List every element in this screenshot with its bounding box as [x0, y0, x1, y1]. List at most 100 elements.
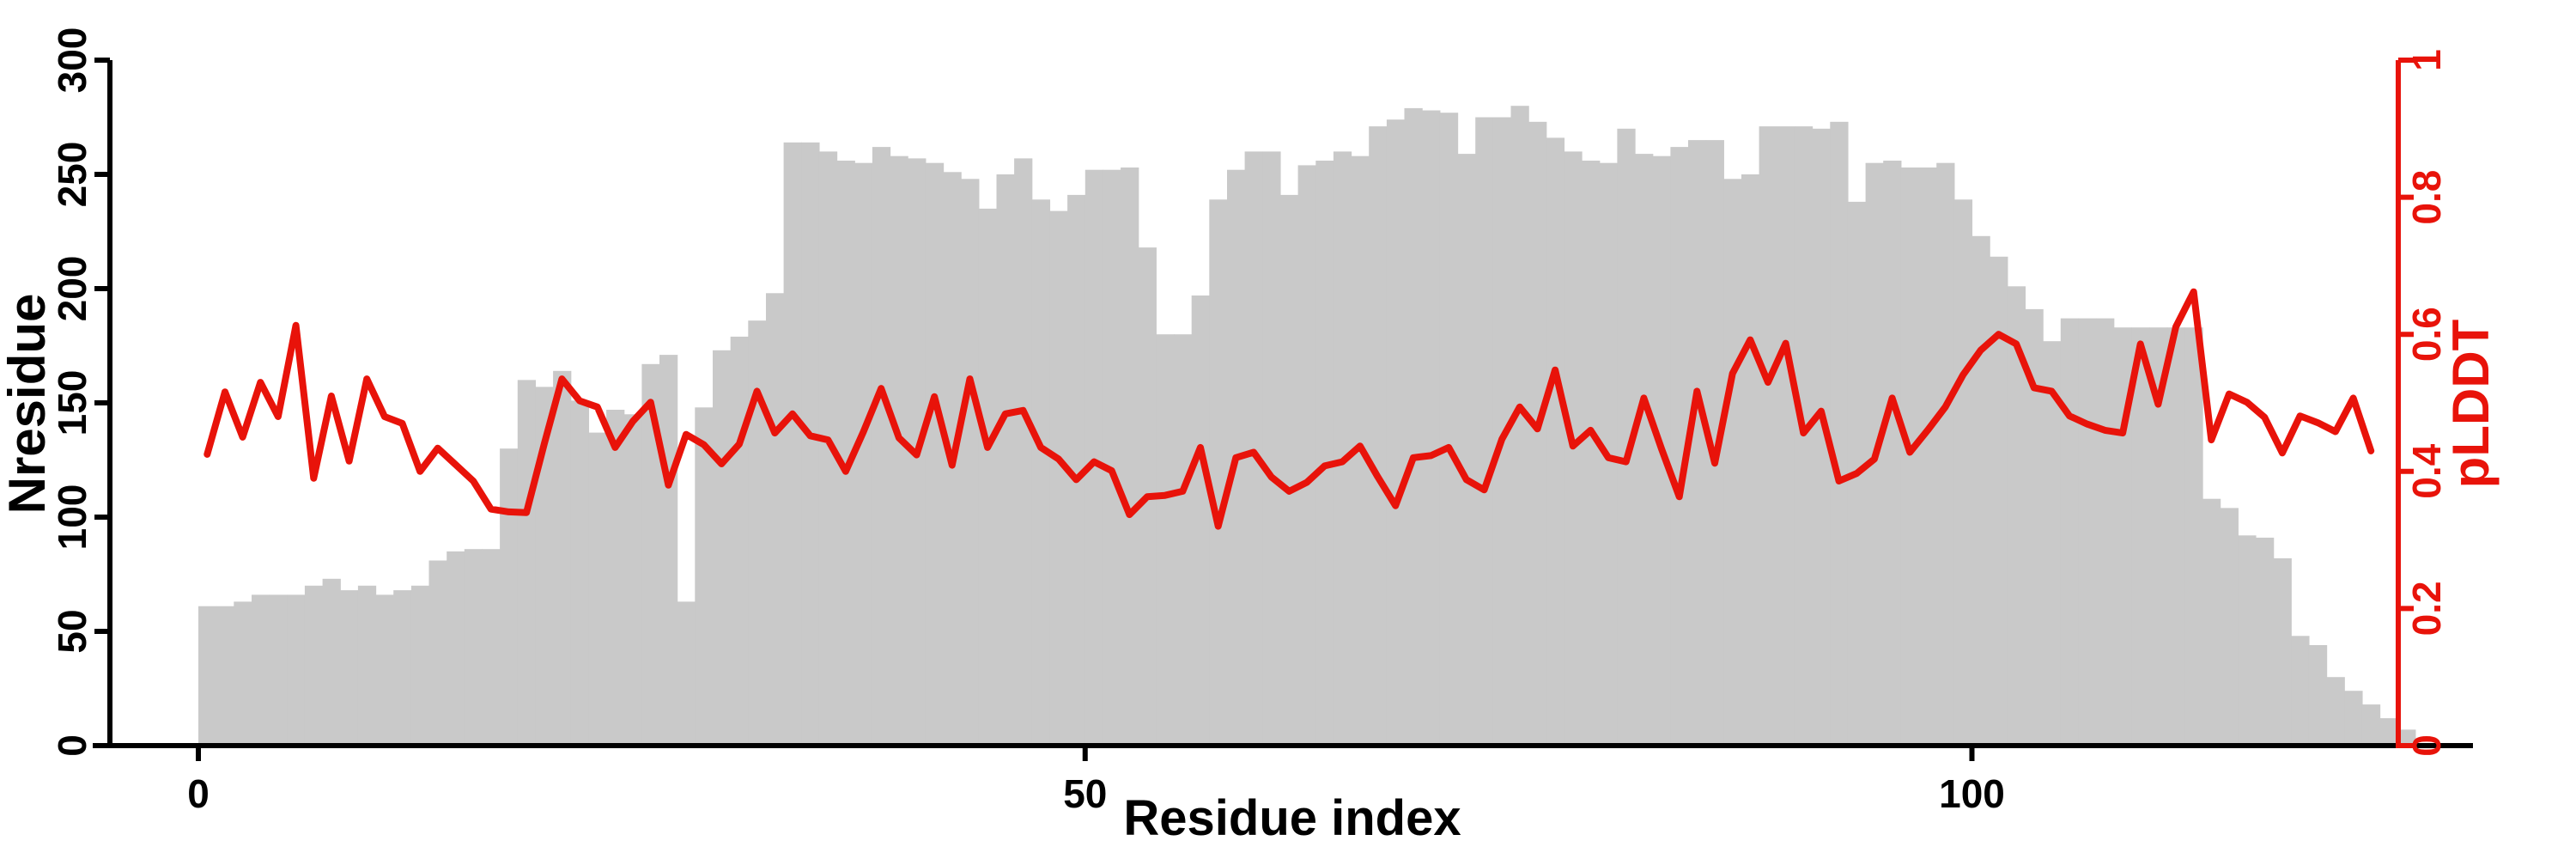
bar — [2131, 327, 2150, 746]
bar — [1084, 169, 1104, 746]
bar — [2308, 645, 2328, 746]
bar — [872, 147, 891, 746]
bar — [375, 594, 394, 746]
bar — [287, 594, 306, 746]
bar — [2344, 691, 2363, 746]
bar — [198, 606, 217, 746]
bar — [2096, 318, 2115, 746]
bar — [1953, 199, 1973, 746]
bar — [1191, 295, 1210, 746]
right-tick-label: 0.6 — [2404, 307, 2449, 362]
bar — [2361, 704, 2381, 746]
bar — [961, 179, 980, 746]
bar — [1280, 194, 1299, 746]
bar — [1103, 169, 1121, 746]
bar — [1705, 140, 1724, 746]
bar — [801, 142, 820, 746]
bar — [447, 551, 465, 746]
bar — [464, 549, 483, 746]
bar — [410, 585, 430, 746]
bar — [553, 370, 572, 746]
bar — [1688, 140, 1707, 746]
bar — [713, 350, 732, 746]
x-tick-label: 0 — [187, 771, 210, 816]
bar — [252, 594, 270, 746]
bar — [1830, 121, 1849, 746]
bar — [677, 601, 696, 746]
left-tick-label: 150 — [50, 370, 94, 436]
bar — [1174, 334, 1193, 746]
bar — [393, 590, 412, 746]
bar — [428, 560, 447, 746]
bar — [925, 162, 945, 746]
bar — [606, 410, 625, 746]
bar — [2220, 508, 2239, 746]
right-tick-label: 0 — [2404, 734, 2449, 757]
bar — [500, 448, 519, 746]
right-axis-title: pLDDT — [2442, 320, 2500, 489]
bar-series — [198, 106, 2416, 746]
bar — [234, 601, 252, 746]
bar — [340, 590, 359, 746]
right-tick-label: 0.4 — [2404, 443, 2449, 498]
bar — [1510, 106, 1529, 746]
bar — [269, 594, 288, 746]
bar — [1049, 210, 1068, 746]
bar — [1209, 199, 1228, 746]
bar — [1812, 128, 1831, 746]
bar — [357, 585, 377, 746]
bar — [1439, 113, 1459, 746]
bar — [1936, 162, 1955, 746]
bar — [996, 174, 1015, 746]
bar — [695, 407, 714, 746]
bar — [1422, 110, 1441, 746]
bar — [2326, 677, 2345, 746]
bar — [1014, 158, 1033, 746]
tick-marks-and-labels: 0 50 100 150 200 250 300 0 50 100 0 0.2 0.4 0.6 0.8 1 — [50, 27, 2449, 816]
right-tick-label: 0.8 — [2404, 170, 2449, 225]
bar — [1723, 179, 1742, 746]
x-tick-label: 100 — [1939, 771, 2005, 816]
bar — [748, 320, 767, 746]
bar — [854, 162, 873, 746]
bar — [641, 363, 660, 746]
bar — [322, 578, 341, 746]
bar — [570, 400, 590, 746]
bar — [2060, 318, 2080, 746]
bar — [2025, 308, 2044, 746]
bar — [1971, 235, 1990, 746]
bar — [659, 355, 678, 746]
bar — [1635, 154, 1654, 746]
bar — [304, 585, 324, 746]
bar — [1369, 126, 1388, 746]
bar — [766, 293, 785, 746]
bar — [216, 606, 234, 746]
bar — [1759, 126, 1777, 746]
bar — [836, 161, 855, 746]
bar — [1918, 168, 1937, 746]
bar — [1333, 151, 1352, 746]
bar — [2291, 636, 2310, 746]
bar — [2166, 327, 2185, 746]
bar — [623, 414, 642, 746]
bar — [2007, 286, 2026, 746]
bar — [1492, 117, 1512, 746]
bar — [1121, 168, 1139, 746]
plddt-line — [204, 288, 2375, 530]
bar — [2273, 557, 2292, 746]
bar — [978, 208, 998, 746]
bar — [1315, 161, 1334, 746]
bar — [1670, 147, 1689, 746]
left-tick-label: 200 — [50, 256, 94, 322]
bar — [1031, 199, 1051, 746]
bar — [783, 142, 802, 746]
bar — [1457, 154, 1476, 746]
left-tick-label: 0 — [50, 734, 94, 757]
bar — [2238, 535, 2257, 746]
bar — [1244, 151, 1263, 746]
bar — [1741, 174, 1760, 746]
left-tick-label: 50 — [50, 609, 94, 653]
bar — [1386, 119, 1406, 746]
bar — [1156, 334, 1175, 746]
